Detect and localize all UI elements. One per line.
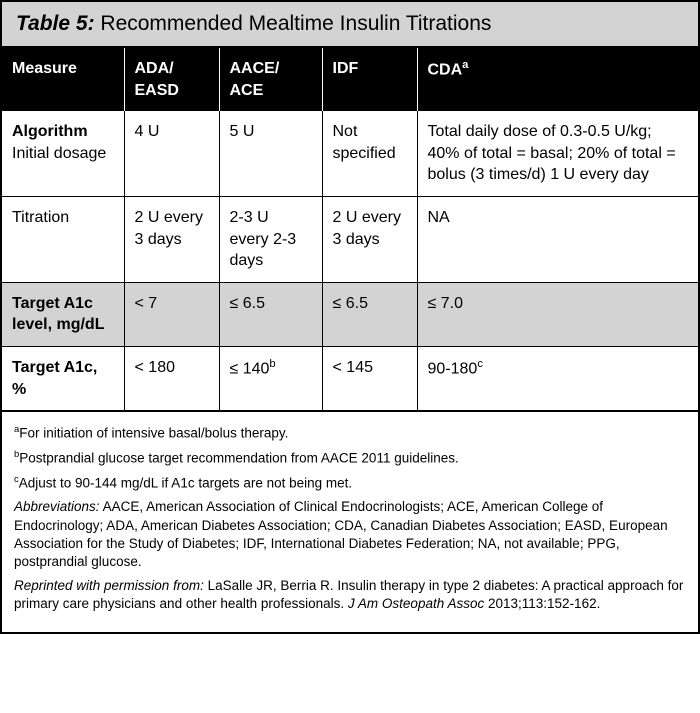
- cell-a1c-level-cda: ≤ 7.0: [417, 282, 698, 346]
- reprint-journal: J Am Osteopath Assoc: [348, 596, 484, 611]
- header-idf: IDF: [322, 48, 417, 111]
- cell-algorithm-aace: 5 U: [219, 111, 322, 196]
- cell-a1c-level-idf: ≤ 6.5: [322, 282, 417, 346]
- cell-a1c-pct-cda: 90-180c: [417, 346, 698, 410]
- cell-a1c-pct-ada: < 180: [124, 346, 219, 410]
- header-cda-sup: a: [462, 59, 468, 71]
- row-a1c-level: Target A1c level, mg/dL < 7 ≤ 6.5 ≤ 6.5 …: [2, 282, 698, 346]
- header-cda-text: CDA: [428, 61, 463, 78]
- reprint-tail: 2013;113:152-162.: [484, 596, 600, 611]
- footnote-a-text: For initiation of intensive basal/bolus …: [19, 426, 288, 441]
- cell-titration-idf: 2 U every 3 days: [322, 196, 417, 282]
- cell-a1c-level-aace: ≤ 6.5: [219, 282, 322, 346]
- table-number: Table 5:: [16, 12, 95, 35]
- footnote-a: aFor initiation of intensive basal/bolus…: [14, 424, 686, 443]
- table-title-bar: Table 5: Recommended Mealtime Insulin Ti…: [2, 2, 698, 48]
- a1c-pct-cda-sup: c: [477, 358, 483, 370]
- a1c-pct-aace-sup: b: [269, 358, 275, 370]
- header-ada: ADA/ EASD: [124, 48, 219, 111]
- cell-algorithm-cda: Total daily dose of 0.3-0.5 U/kg; 40% of…: [417, 111, 698, 196]
- footnote-c-text: Adjust to 90-144 mg/dL if A1c targets ar…: [19, 475, 352, 490]
- cell-titration-cda: NA: [417, 196, 698, 282]
- cell-a1c-level-label: Target A1c level, mg/dL: [2, 282, 124, 346]
- algorithm-sub: Initial dosage: [12, 145, 106, 162]
- header-cda: CDAa: [417, 48, 698, 111]
- row-titration: Titration 2 U every 3 days 2-3 U every 2…: [2, 196, 698, 282]
- table-title: Recommended Mealtime Insulin Titrations: [95, 12, 492, 35]
- footnote-b: bPostprandial glucose target recommendat…: [14, 449, 686, 468]
- abbrev-text: AACE, American Association of Clinical E…: [14, 499, 668, 569]
- footnote-c: cAdjust to 90-144 mg/dL if A1c targets a…: [14, 474, 686, 493]
- footnotes: aFor initiation of intensive basal/bolus…: [2, 410, 698, 631]
- cell-algorithm-idf: Not specified: [322, 111, 417, 196]
- cell-titration-label: Titration: [2, 196, 124, 282]
- table-container: Table 5: Recommended Mealtime Insulin Ti…: [0, 0, 700, 634]
- cell-a1c-level-ada: < 7: [124, 282, 219, 346]
- abbrev-label: Abbreviations:: [14, 499, 100, 514]
- footnote-abbrev: Abbreviations: AACE, American Associatio…: [14, 498, 686, 571]
- cell-a1c-pct-aace: ≤ 140b: [219, 346, 322, 410]
- row-algorithm: Algorithm Initial dosage 4 U 5 U Not spe…: [2, 111, 698, 196]
- cell-algorithm-label: Algorithm Initial dosage: [2, 111, 124, 196]
- a1c-pct-cda-val: 90-180: [428, 360, 478, 377]
- cell-algorithm-ada: 4 U: [124, 111, 219, 196]
- a1c-pct-aace-val: ≤ 140: [230, 360, 270, 377]
- insulin-table: Measure ADA/ EASD AACE/ ACE IDF CDAa Alg…: [2, 48, 698, 410]
- cell-titration-ada: 2 U every 3 days: [124, 196, 219, 282]
- footnote-b-text: Postprandial glucose target recommendati…: [19, 450, 459, 465]
- cell-titration-aace: 2-3 U every 2-3 days: [219, 196, 322, 282]
- algorithm-bold: Algorithm: [12, 123, 88, 140]
- row-a1c-pct: Target A1c, % < 180 ≤ 140b < 145 90-180c: [2, 346, 698, 410]
- reprint-label: Reprinted with permission from:: [14, 578, 204, 593]
- cell-a1c-pct-label: Target A1c, %: [2, 346, 124, 410]
- footnote-reprint: Reprinted with permission from: LaSalle …: [14, 577, 686, 613]
- header-row: Measure ADA/ EASD AACE/ ACE IDF CDAa: [2, 48, 698, 111]
- cell-a1c-pct-idf: < 145: [322, 346, 417, 410]
- header-measure: Measure: [2, 48, 124, 111]
- header-aace: AACE/ ACE: [219, 48, 322, 111]
